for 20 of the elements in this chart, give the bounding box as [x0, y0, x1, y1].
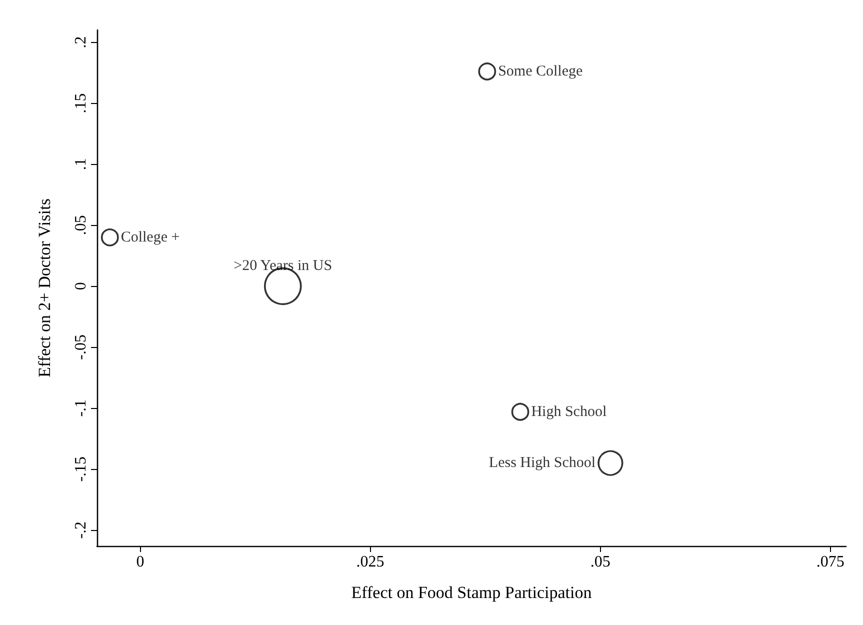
x-tick-label: 0	[136, 554, 144, 570]
series-label: >20 Years in US	[234, 258, 332, 274]
y-tick-label: -.2	[72, 521, 90, 539]
y-tick-label: .1	[72, 158, 90, 170]
series-label: College +	[120, 229, 180, 246]
y-tick-label: -.1	[72, 399, 90, 417]
x-tick-label: .025	[356, 554, 384, 570]
x-tick-label: .05	[590, 554, 610, 570]
series-label: High School	[531, 404, 607, 420]
y-tick-label: 0	[72, 282, 90, 290]
y-axis-title: Effect on 2+ Doctor Visits	[35, 198, 54, 378]
y-tick-label: .05	[72, 215, 90, 236]
series-label: Less High School	[488, 455, 596, 472]
y-tick-label: -.15	[72, 456, 90, 482]
x-tick-label: .075	[816, 554, 844, 570]
y-tick-label: -.05	[72, 334, 90, 360]
series-label: Some College	[498, 63, 584, 80]
y-tick-label: .2	[72, 36, 90, 48]
y-tick-label: .15	[72, 93, 90, 114]
x-axis-title: Effect on Food Stamp Participation	[351, 583, 592, 602]
